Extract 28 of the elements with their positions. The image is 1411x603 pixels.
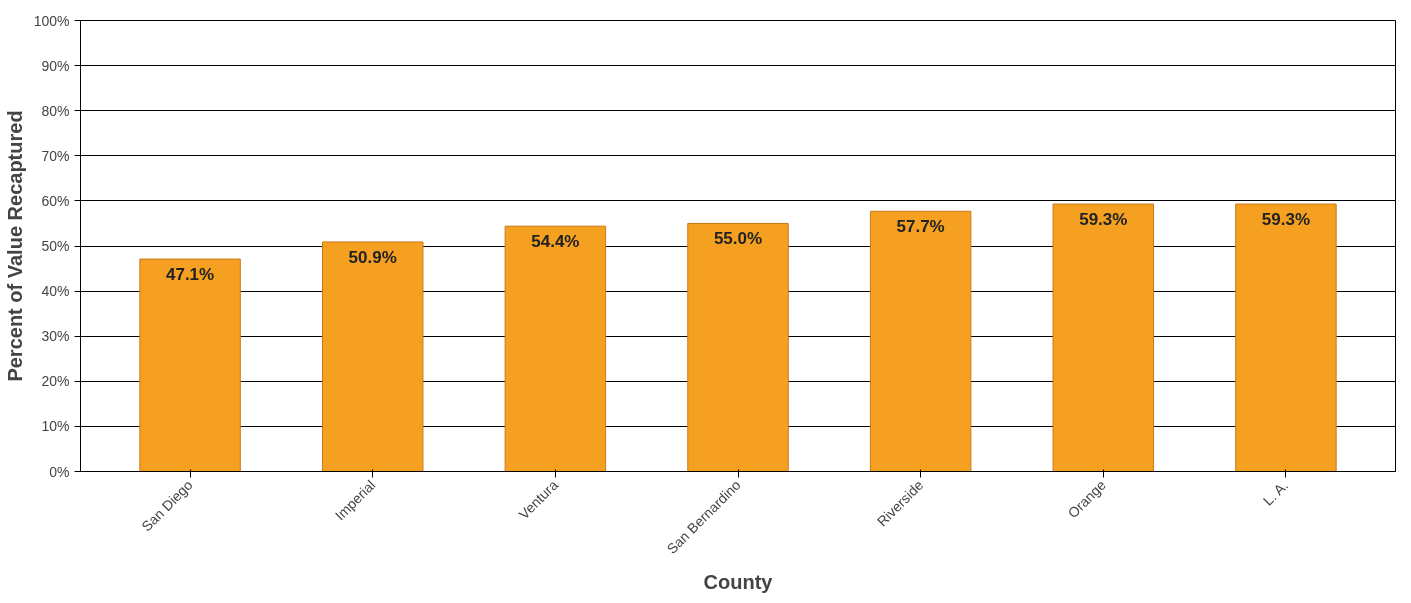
bar <box>504 225 607 472</box>
y-axis-title: Percent of Value Recaptured <box>3 110 26 382</box>
bar <box>869 210 972 472</box>
x-axis-title: County <box>703 570 774 593</box>
y-tick-label: 70% <box>41 147 70 164</box>
data-label: 55.0% <box>713 229 763 249</box>
data-label: 47.1% <box>165 265 215 285</box>
bar <box>139 258 241 472</box>
y-tick-label: 20% <box>41 373 70 390</box>
y-tick-label: 60% <box>41 192 70 209</box>
bar <box>1052 203 1154 472</box>
data-label: 59.3% <box>1079 210 1128 230</box>
y-tick-label: 90% <box>41 57 70 74</box>
bar <box>687 222 789 472</box>
y-tick-label: 50% <box>41 238 70 254</box>
bar <box>322 241 424 472</box>
y-tick-label: 30% <box>41 328 70 345</box>
x-tick-label: L. A. <box>1259 477 1292 509</box>
y-tick-label: 0% <box>49 463 70 480</box>
data-label: 50.9% <box>348 247 397 267</box>
data-label: 54.4% <box>531 232 580 252</box>
data-label: 57.7% <box>896 217 945 237</box>
y-tick-label: 80% <box>41 102 70 119</box>
y-tick-label: 100% <box>33 12 70 29</box>
y-tick-label: 40% <box>41 283 70 300</box>
bar <box>1235 203 1337 472</box>
data-label: 59.3% <box>1261 210 1311 230</box>
y-tick-label: 10% <box>41 418 70 435</box>
